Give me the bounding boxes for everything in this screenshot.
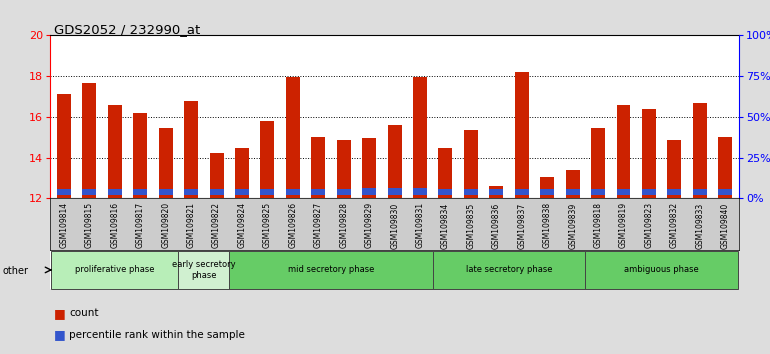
Text: GSM109815: GSM109815 [85, 202, 94, 249]
Bar [515, 189, 529, 195]
Text: GSM109828: GSM109828 [340, 202, 348, 249]
Bar [438, 189, 453, 195]
Bar [413, 188, 427, 195]
Bar [591, 189, 605, 195]
Text: count: count [69, 308, 99, 318]
Bar [336, 189, 351, 195]
FancyBboxPatch shape [585, 251, 738, 289]
Text: ■: ■ [54, 328, 65, 341]
Text: ■: ■ [54, 307, 65, 320]
Bar [336, 140, 351, 198]
Text: GSM109823: GSM109823 [644, 202, 654, 249]
FancyBboxPatch shape [433, 251, 585, 289]
Bar [133, 113, 147, 198]
Text: GSM109819: GSM109819 [619, 202, 628, 249]
Text: early secretory
phase: early secretory phase [172, 260, 236, 280]
Bar [57, 189, 71, 195]
Bar [591, 128, 605, 198]
Text: GSM109839: GSM109839 [568, 202, 578, 249]
Text: GSM109824: GSM109824 [238, 202, 246, 249]
Text: GSM109840: GSM109840 [721, 202, 730, 249]
Bar [260, 189, 274, 195]
Bar [362, 188, 377, 195]
Bar [464, 130, 478, 198]
Bar [413, 77, 427, 198]
Text: GSM109818: GSM109818 [594, 202, 603, 249]
Bar [693, 189, 707, 195]
Bar [184, 101, 198, 198]
Bar [541, 177, 554, 198]
Bar [311, 189, 326, 195]
Bar [209, 154, 223, 198]
Bar [133, 189, 147, 195]
Bar [387, 188, 402, 195]
Text: GSM109837: GSM109837 [517, 202, 526, 249]
Text: GSM109816: GSM109816 [110, 202, 119, 249]
FancyBboxPatch shape [229, 251, 433, 289]
Text: percentile rank within the sample: percentile rank within the sample [69, 330, 245, 339]
Bar [209, 189, 223, 195]
Bar [642, 189, 656, 195]
Text: GSM109833: GSM109833 [695, 202, 705, 249]
Text: GSM109825: GSM109825 [263, 202, 272, 249]
Bar [718, 189, 732, 195]
Text: proliferative phase: proliferative phase [75, 266, 155, 274]
FancyBboxPatch shape [179, 251, 229, 289]
Text: GDS2052 / 232990_at: GDS2052 / 232990_at [54, 23, 200, 36]
Text: GSM109838: GSM109838 [543, 202, 551, 249]
Text: GSM109821: GSM109821 [186, 202, 196, 249]
Bar [108, 189, 122, 195]
Bar [642, 109, 656, 198]
Text: GSM109822: GSM109822 [212, 202, 221, 249]
Text: late secretory phase: late secretory phase [466, 266, 552, 274]
Text: GSM109827: GSM109827 [314, 202, 323, 249]
Text: GSM109832: GSM109832 [670, 202, 679, 249]
Bar [541, 189, 554, 195]
Bar [566, 170, 580, 198]
Bar [82, 189, 96, 195]
Bar [668, 189, 681, 195]
Bar [490, 186, 504, 198]
Text: GSM109835: GSM109835 [467, 202, 475, 249]
Text: GSM109829: GSM109829 [365, 202, 373, 249]
Text: GSM109820: GSM109820 [161, 202, 170, 249]
Bar [490, 189, 504, 195]
Bar [718, 137, 732, 198]
Bar [260, 121, 274, 198]
Bar [57, 95, 71, 198]
Bar [464, 189, 478, 195]
Bar [286, 189, 300, 195]
Text: GSM109814: GSM109814 [59, 202, 69, 249]
Bar [362, 138, 377, 198]
Text: ambiguous phase: ambiguous phase [624, 266, 699, 274]
Bar [693, 103, 707, 198]
Bar [617, 104, 631, 198]
Bar [184, 189, 198, 195]
Bar [108, 104, 122, 198]
Text: GSM109830: GSM109830 [390, 202, 399, 249]
Bar [159, 189, 172, 195]
Bar [235, 189, 249, 195]
Text: GSM109817: GSM109817 [136, 202, 145, 249]
Bar [82, 83, 96, 198]
Bar [438, 148, 453, 198]
FancyBboxPatch shape [52, 251, 179, 289]
Text: other: other [2, 266, 28, 276]
Bar [286, 77, 300, 198]
Bar [387, 125, 402, 198]
Text: GSM109836: GSM109836 [492, 202, 501, 249]
Text: GSM109831: GSM109831 [416, 202, 424, 249]
Bar [159, 128, 172, 198]
Bar [617, 189, 631, 195]
Text: mid secretory phase: mid secretory phase [288, 266, 374, 274]
Text: GSM109826: GSM109826 [289, 202, 297, 249]
Bar [311, 137, 326, 198]
Text: GSM109834: GSM109834 [441, 202, 450, 249]
Bar [515, 72, 529, 198]
Bar [566, 189, 580, 195]
Bar [668, 140, 681, 198]
Bar [235, 148, 249, 198]
